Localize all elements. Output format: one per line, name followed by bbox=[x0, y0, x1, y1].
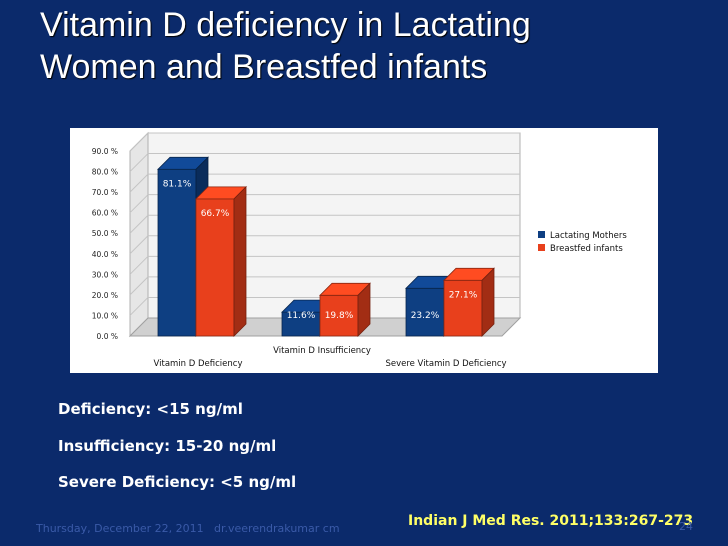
y-tick-label: 60.0 % bbox=[92, 209, 118, 218]
bar-side bbox=[357, 282, 371, 337]
page-number: 24 bbox=[679, 520, 693, 533]
gridline-depth bbox=[129, 297, 149, 316]
category-label: Vitamin D Insufficiency bbox=[273, 346, 371, 356]
data-label: 19.8% bbox=[325, 311, 354, 321]
category-label: Severe Vitamin D Deficiency bbox=[385, 359, 506, 369]
footer-author: dr.veerendrakumar cm bbox=[214, 522, 340, 535]
data-label: 23.2% bbox=[411, 311, 440, 321]
gridline-depth bbox=[129, 153, 149, 172]
gridline-depth bbox=[129, 194, 149, 214]
slide-title-line-1: Vitamin D deficiency in Lactating bbox=[40, 6, 531, 44]
y-tick-label: 80.0 % bbox=[92, 168, 118, 177]
bar-front bbox=[157, 168, 197, 337]
chart-side-wall bbox=[129, 131, 149, 338]
bar-side bbox=[233, 185, 247, 337]
citation: Indian J Med Res. 2011;133:267-273 bbox=[408, 513, 694, 529]
y-tick-label: 90.0 % bbox=[92, 147, 118, 156]
bar-front bbox=[405, 287, 445, 337]
bar-side bbox=[481, 267, 495, 337]
y-tick-label: 20.0 % bbox=[92, 291, 118, 300]
bar bbox=[319, 282, 371, 337]
data-label: 66.7% bbox=[201, 209, 230, 219]
category-label: Vitamin D Deficiency bbox=[154, 359, 243, 369]
legend-swatch bbox=[538, 231, 545, 238]
data-label: 27.1% bbox=[449, 290, 478, 300]
legend-swatch bbox=[538, 244, 545, 251]
bar bbox=[443, 267, 495, 337]
y-tick-label: 0.0 % bbox=[97, 332, 118, 341]
gridline-depth bbox=[129, 173, 149, 193]
chart-panel: 0.0 % 10.0 % 20.0 % 30.0 % 40.0 % 50.0 % 60.0 … bbox=[70, 128, 658, 373]
gridline-depth bbox=[129, 235, 149, 255]
bar bbox=[195, 185, 247, 337]
legend-label: Breastfed infants bbox=[550, 244, 623, 254]
y-tick-label: 70.0 % bbox=[92, 188, 118, 197]
gridline-depth bbox=[129, 214, 149, 234]
slide-title-line-2: Women and Breastfed infants bbox=[40, 48, 488, 86]
y-tick-label: 50.0 % bbox=[92, 229, 118, 238]
definition-insufficiency: Insufficiency: 15-20 ng/ml bbox=[58, 437, 277, 455]
gridline-depth bbox=[129, 255, 149, 275]
y-tick-label: 10.0 % bbox=[92, 311, 118, 320]
y-tick-label: 30.0 % bbox=[92, 270, 118, 279]
bar-front bbox=[195, 198, 235, 337]
gridline-depth bbox=[129, 276, 149, 296]
y-tick-label: 40.0 % bbox=[92, 250, 118, 259]
gridline-depth bbox=[129, 132, 149, 152]
bar-front bbox=[443, 279, 483, 337]
bar-front bbox=[319, 294, 359, 337]
data-label: 81.1% bbox=[163, 179, 192, 189]
definition-deficiency: Deficiency: <15 ng/ml bbox=[58, 400, 243, 418]
bar-chart: 0.0 % 10.0 % 20.0 % 30.0 % 40.0 % 50.0 % 60.0 … bbox=[92, 131, 627, 369]
slide-title: Vitamin D deficiency in Lactating Women … bbox=[40, 4, 700, 88]
definition-severe-deficiency: Severe Deficiency: <5 ng/ml bbox=[58, 473, 297, 491]
footer-date: Thursday, December 22, 2011 bbox=[36, 522, 204, 535]
legend-label: Lactating Mothers bbox=[550, 231, 627, 241]
data-label: 11.6% bbox=[287, 311, 316, 321]
